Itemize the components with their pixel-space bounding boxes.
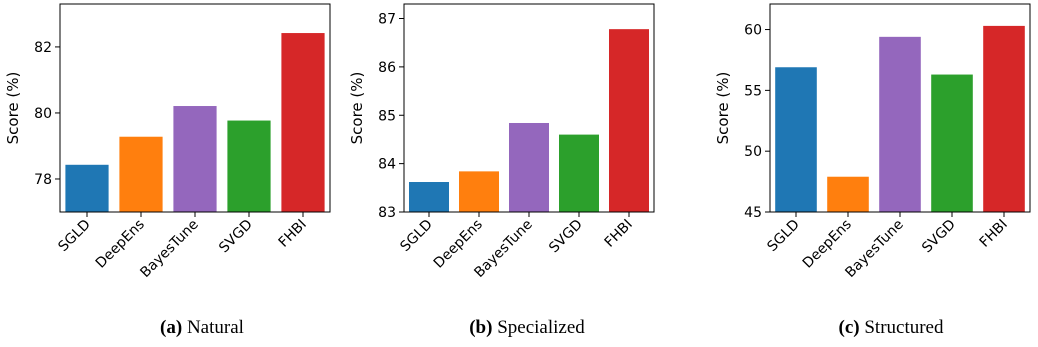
y-tick-label: 80 — [34, 106, 52, 122]
y-tick-label: 50 — [744, 144, 762, 160]
y-axis-label: Score (%) — [4, 72, 22, 145]
y-tick-label: 45 — [744, 205, 762, 221]
bar-svgd — [931, 74, 973, 212]
x-tick-label: SVGD — [919, 217, 959, 257]
bar-fhbi — [281, 33, 325, 212]
x-tick-label: FHBI — [602, 217, 636, 251]
bar-fhbi — [609, 29, 649, 212]
x-tick-label: FHBI — [977, 217, 1011, 251]
panel-caption: (b) Specialized — [469, 317, 585, 338]
y-tick-label: 85 — [378, 108, 396, 124]
panel-caption: (c) Structured — [839, 317, 944, 338]
caption-label: (a) — [160, 317, 182, 338]
x-tick-label: SGLD — [55, 217, 93, 255]
y-tick-label: 86 — [378, 60, 396, 76]
caption-text: Structured — [864, 317, 944, 338]
y-axis-label: Score (%) — [714, 72, 732, 145]
x-tick-label: SGLD — [397, 217, 435, 255]
panel-caption: (a) Natural — [160, 317, 244, 338]
bar-bayestune — [509, 122, 549, 212]
y-tick-label: 60 — [744, 23, 762, 39]
x-tick-label: DeepEns — [800, 217, 855, 272]
bar-deepens — [119, 136, 163, 212]
bar-bayestune — [173, 106, 217, 212]
caption-text: Natural — [187, 317, 244, 338]
x-tick-label: BayesTune — [137, 217, 201, 281]
caption-text: Specialized — [497, 317, 585, 338]
y-tick-label: 78 — [34, 172, 52, 188]
x-tick-label: DeepEns — [93, 217, 148, 272]
bar-deepens — [827, 176, 869, 212]
x-tick-label: FHBI — [276, 217, 310, 251]
bar-fhbi — [983, 25, 1025, 212]
caption-label: (b) — [469, 317, 492, 338]
y-tick-label: 82 — [34, 40, 52, 56]
y-axis-label: Score (%) — [348, 72, 366, 145]
bar-sgld — [775, 67, 817, 212]
x-tick-label: SGLD — [764, 217, 802, 255]
bar-svgd — [559, 134, 599, 212]
y-tick-label: 83 — [378, 205, 396, 221]
x-tick-label: SVGD — [546, 217, 586, 257]
bar-sgld — [65, 164, 109, 212]
bar-svgd — [227, 120, 271, 212]
bar-bayestune — [879, 36, 921, 213]
caption-label: (c) — [839, 317, 860, 338]
y-tick-label: 84 — [378, 157, 396, 173]
y-tick-label: 55 — [744, 83, 762, 99]
x-tick-label: SVGD — [216, 217, 256, 257]
bar-deepens — [459, 171, 499, 212]
bar-sgld — [409, 182, 449, 212]
y-tick-label: 87 — [378, 12, 396, 28]
